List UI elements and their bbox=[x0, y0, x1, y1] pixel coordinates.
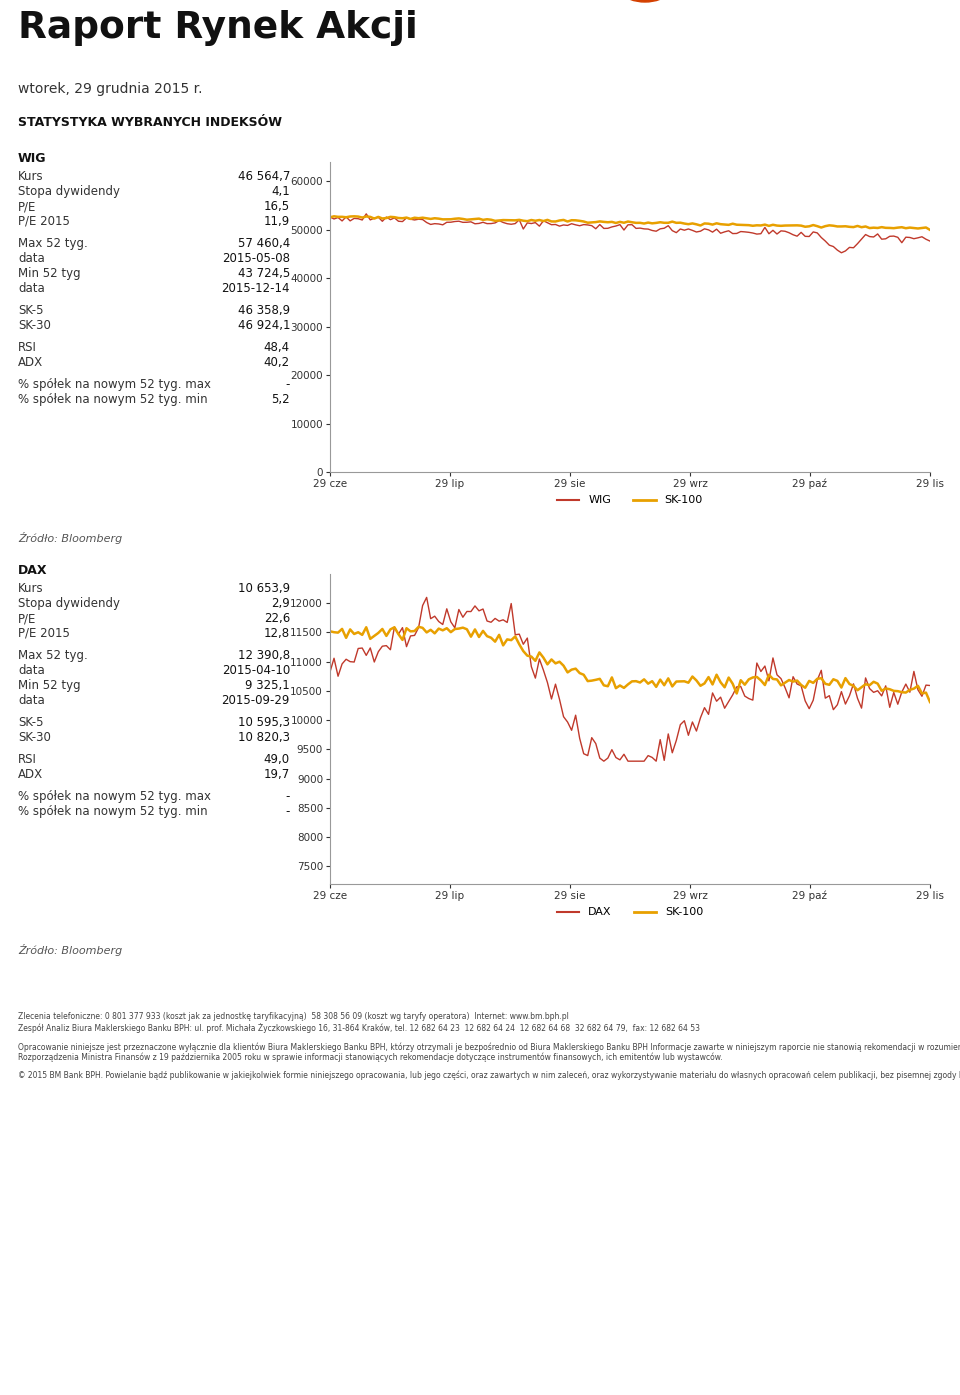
Text: Rozporządzenia Ministra Finansów z 19 października 2005 roku w sprawie informacj: Rozporządzenia Ministra Finansów z 19 pa… bbox=[18, 1053, 723, 1063]
Text: Min 52 tyg: Min 52 tyg bbox=[18, 679, 81, 692]
Text: 10 820,3: 10 820,3 bbox=[238, 731, 290, 744]
Text: 11,9: 11,9 bbox=[264, 215, 290, 227]
Text: ADX: ADX bbox=[18, 769, 43, 781]
Text: 10 595,3: 10 595,3 bbox=[238, 716, 290, 730]
Text: -: - bbox=[286, 378, 290, 391]
Text: P/E: P/E bbox=[18, 612, 36, 625]
Text: SK-30: SK-30 bbox=[18, 731, 51, 744]
Text: 5,2: 5,2 bbox=[272, 393, 290, 406]
Text: data: data bbox=[18, 282, 45, 294]
Text: % spółek na nowym 52 tyg. min: % spółek na nowym 52 tyg. min bbox=[18, 393, 207, 406]
Legend: WIG, SK-100: WIG, SK-100 bbox=[553, 491, 708, 509]
Text: STATYSTYKA WYBRANYCH INDEKSÓW: STATYSTYKA WYBRANYCH INDEKSÓW bbox=[18, 116, 282, 128]
Text: 2015-04-10: 2015-04-10 bbox=[222, 664, 290, 677]
Text: Zespół Analiz Biura Maklerskiego Banku BPH: ul. prof. Michała Życzkowskiego 16, : Zespół Analiz Biura Maklerskiego Banku B… bbox=[18, 1023, 700, 1032]
Text: RSI: RSI bbox=[18, 340, 36, 354]
Text: © 2015 BM Bank BPH. Powielanie bądź publikowanie w jakiejkolwiek formie niniejsz: © 2015 BM Bank BPH. Powielanie bądź publ… bbox=[18, 1070, 960, 1080]
Text: data: data bbox=[18, 252, 45, 265]
Text: 4,1: 4,1 bbox=[272, 186, 290, 198]
Text: Źródło: Bloomberg: Źródło: Bloomberg bbox=[18, 944, 122, 956]
Text: Opracowanie niniejsze jest przeznaczone wyłącznie dla klientów Biura Maklerskieg: Opracowanie niniejsze jest przeznaczone … bbox=[18, 1042, 960, 1052]
Text: Źródło: Bloomberg: Źródło: Bloomberg bbox=[18, 531, 122, 544]
Text: data: data bbox=[18, 693, 45, 707]
Text: Kurs: Kurs bbox=[18, 582, 43, 596]
Text: -: - bbox=[286, 790, 290, 804]
Text: wtorek, 29 grudnia 2015 r.: wtorek, 29 grudnia 2015 r. bbox=[18, 82, 203, 96]
Text: 10 653,9: 10 653,9 bbox=[238, 582, 290, 596]
Legend: DAX, SK-100: DAX, SK-100 bbox=[552, 903, 708, 922]
Text: SK-5: SK-5 bbox=[18, 716, 43, 730]
Text: 48,4: 48,4 bbox=[264, 340, 290, 354]
Text: WIG: WIG bbox=[18, 152, 46, 165]
Text: DAX: DAX bbox=[18, 564, 47, 578]
Text: % spółek na nowym 52 tyg. min: % spółek na nowym 52 tyg. min bbox=[18, 805, 207, 817]
Text: 46 358,9: 46 358,9 bbox=[238, 304, 290, 317]
Text: Kurs: Kurs bbox=[18, 170, 43, 183]
Text: -: - bbox=[286, 805, 290, 817]
Text: 12,8: 12,8 bbox=[264, 626, 290, 640]
Text: 12 390,8: 12 390,8 bbox=[238, 649, 290, 663]
Text: data: data bbox=[18, 664, 45, 677]
Text: P/E 2015: P/E 2015 bbox=[18, 626, 70, 640]
Text: 2,9: 2,9 bbox=[272, 597, 290, 610]
Text: 46 564,7: 46 564,7 bbox=[238, 170, 290, 183]
Text: 16,5: 16,5 bbox=[264, 199, 290, 213]
Text: 49,0: 49,0 bbox=[264, 753, 290, 766]
Text: Zlecenia telefoniczne: 0 801 377 933 (koszt jak za jednostkę taryfikacyjną)  58 : Zlecenia telefoniczne: 0 801 377 933 (ko… bbox=[18, 1011, 569, 1021]
Text: RSI: RSI bbox=[18, 753, 36, 766]
Text: % spółek na nowym 52 tyg. max: % spółek na nowym 52 tyg. max bbox=[18, 790, 211, 804]
Text: P/E 2015: P/E 2015 bbox=[18, 215, 70, 227]
Text: 40,2: 40,2 bbox=[264, 356, 290, 370]
Text: Stopa dywidendy: Stopa dywidendy bbox=[18, 597, 120, 610]
Text: 46 924,1: 46 924,1 bbox=[237, 319, 290, 332]
Text: 19,7: 19,7 bbox=[264, 769, 290, 781]
Text: 9 325,1: 9 325,1 bbox=[245, 679, 290, 692]
Text: Max 52 tyg.: Max 52 tyg. bbox=[18, 649, 87, 663]
Text: 2015-09-29: 2015-09-29 bbox=[222, 693, 290, 707]
Text: P/E: P/E bbox=[18, 199, 36, 213]
Text: Max 52 tyg.: Max 52 tyg. bbox=[18, 237, 87, 250]
Text: 22,6: 22,6 bbox=[264, 612, 290, 625]
Text: 57 460,4: 57 460,4 bbox=[238, 237, 290, 250]
Text: SK-30: SK-30 bbox=[18, 319, 51, 332]
Text: Stopa dywidendy: Stopa dywidendy bbox=[18, 186, 120, 198]
Text: SK-5: SK-5 bbox=[18, 304, 43, 317]
Text: 2015-05-08: 2015-05-08 bbox=[222, 252, 290, 265]
Ellipse shape bbox=[606, 0, 684, 1]
Text: 2015-12-14: 2015-12-14 bbox=[222, 282, 290, 294]
Text: ADX: ADX bbox=[18, 356, 43, 370]
Text: Min 52 tyg: Min 52 tyg bbox=[18, 266, 81, 280]
Text: % spółek na nowym 52 tyg. max: % spółek na nowym 52 tyg. max bbox=[18, 378, 211, 391]
Text: Raport Rynek Akcji: Raport Rynek Akcji bbox=[18, 10, 418, 46]
Text: 43 724,5: 43 724,5 bbox=[238, 266, 290, 280]
